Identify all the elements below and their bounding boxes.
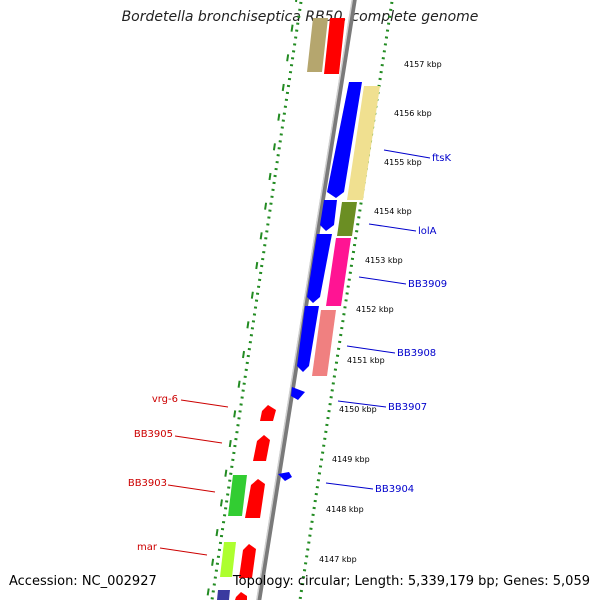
leader-line [159,547,208,556]
cds-feature-bb3904 [278,472,292,481]
gene-label-mar: mar [137,542,158,553]
gene-feature-vrg6 [260,405,276,421]
leader-line [167,484,216,493]
leader-line [346,345,396,354]
cds-feature-lola [320,200,337,231]
genome-summary-text: Topology: circular; Length: 5,339,179 bp… [232,574,590,589]
gene-feature-bb3905 [253,435,270,461]
gene-label-bb3903: BB3903 [128,478,167,489]
genome-backbone [256,0,357,600]
right-gene-labels [325,149,431,490]
leader-line [358,276,407,285]
gene-feature-bb3903-green [228,475,247,516]
gene-label-bb3904: BB3904 [375,484,414,495]
kbp-tick-label: 4151 kbp [347,356,385,365]
cds-feature-bb3907 [291,387,305,400]
inner-dashed-track [206,0,298,600]
cds-feature-bb3909 [307,234,332,303]
kbp-tick-label: 4157 kbp [404,60,442,69]
gene-feature-bb3903-red [245,479,265,518]
leader-line [337,400,387,408]
cds-feature-ftsk [327,82,362,198]
cds-feature-bb3908 [297,306,319,372]
kbp-tick-label: 4153 kbp [365,256,403,265]
gene-label-lola: lolA [418,226,437,237]
kbp-tick-label: 4149 kbp [332,455,370,464]
gene-label-bb3905: BB3905 [134,429,173,440]
leader-line [368,223,417,232]
gene-feature-bb3908 [312,310,336,376]
kbp-tick-label: 4150 kbp [339,405,377,414]
gene-feature-bottom-blue [217,590,230,600]
kbp-tick-labels: 4157 kbp 4156 kbp 4155 kbp 4154 kbp 4153… [319,60,442,564]
gene-feature-bb3909 [326,238,351,306]
leader-line [180,399,229,408]
gene-feature-mar-lime [220,542,236,577]
kbp-tick-label: 4152 kbp [356,305,394,314]
kbp-tick-label: 4154 kbp [374,207,412,216]
gene-label-ftsk: ftsK [432,153,451,164]
gene-label-vrg6: vrg-6 [152,394,178,405]
leader-line [383,149,431,159]
kbp-tick-label: 4155 kbp [384,158,422,167]
kbp-tick-label: 4147 kbp [319,555,357,564]
gene-feature-lola [337,202,357,236]
gene-feature-ftsk [347,86,380,200]
leader-line [325,482,374,490]
gene-feature-bottom-red [235,592,247,600]
gene-label-bb3907: BB3907 [388,402,427,413]
kbp-tick-label: 4148 kbp [326,505,364,514]
genome-backbone-highlight [256,0,353,600]
gene-feature-tan [307,18,328,72]
accession-text: Accession: NC_002927 [9,574,157,589]
gene-feature-mar-red [239,544,256,578]
kbp-tick-label: 4156 kbp [394,109,432,118]
gene-feature-red-top [324,18,345,74]
left-gene-labels [159,399,229,556]
gene-label-bb3909: BB3909 [408,279,447,290]
gene-label-bb3908: BB3908 [397,348,436,359]
leader-line [174,435,223,444]
